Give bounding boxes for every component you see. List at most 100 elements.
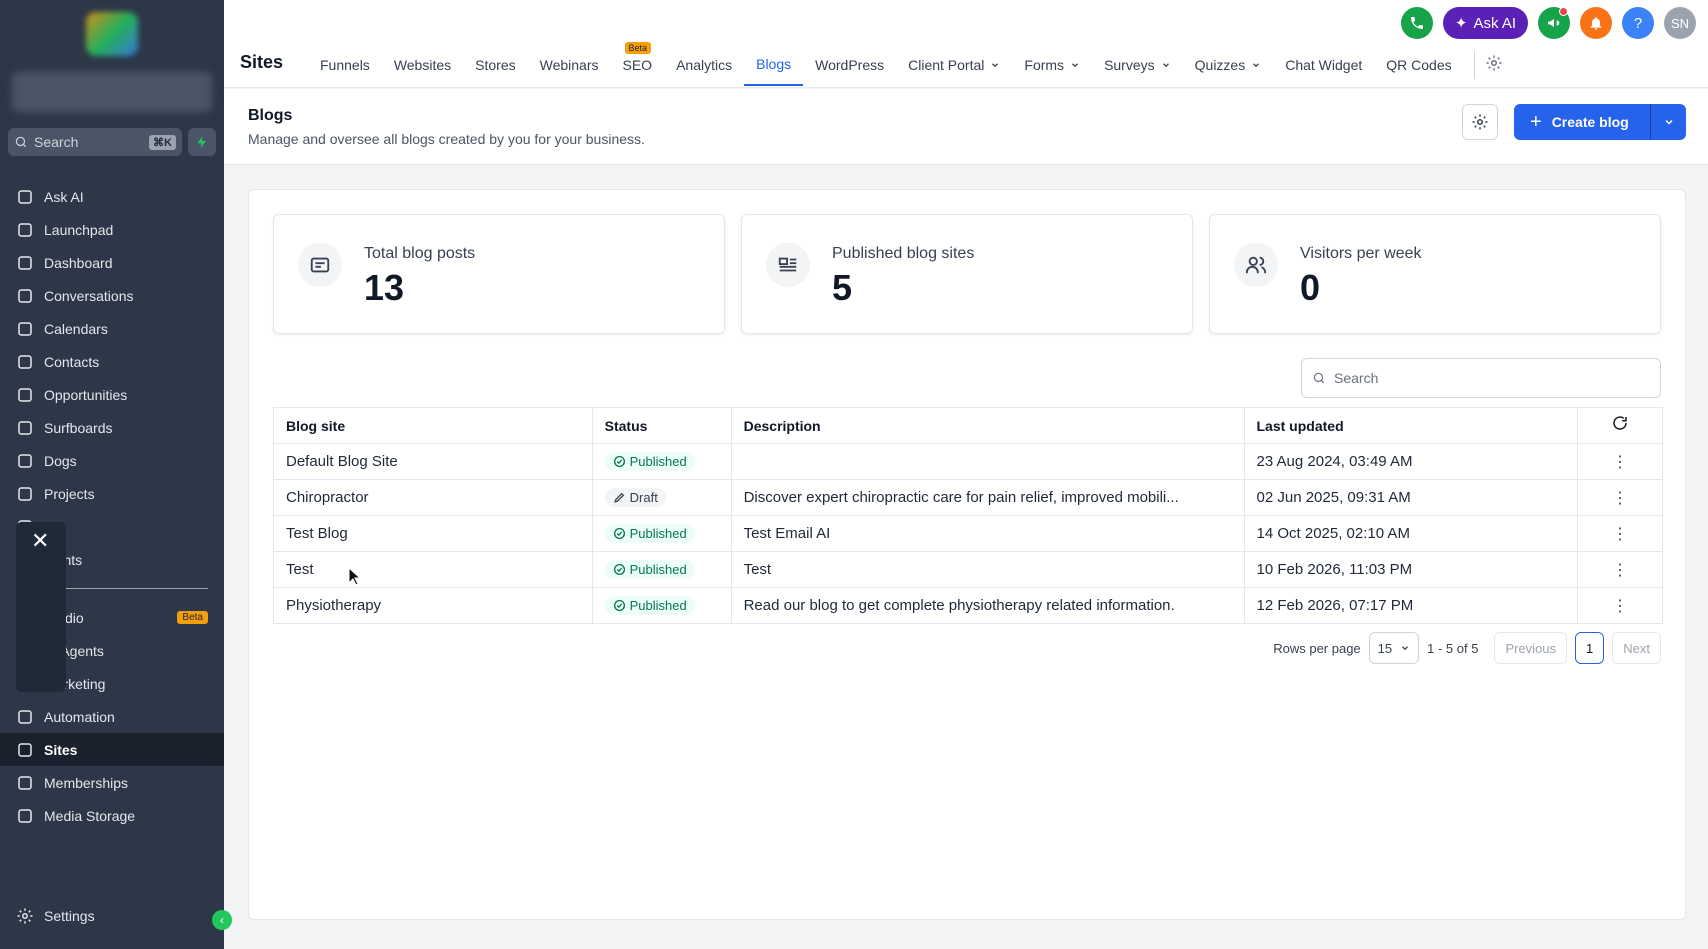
blogs-card: Total blog posts 13 Published blog sites… [248, 189, 1686, 920]
blog-site-cell[interactable]: Chiropractor [273, 479, 593, 516]
dog-icon [18, 453, 32, 468]
help-button[interactable]: ? [1622, 7, 1654, 39]
sidebar-item-media-storage[interactable]: Media Storage [0, 799, 224, 832]
sidebar-item-label: Opportunities [44, 386, 128, 403]
sidebar-item-dashboard[interactable]: Dashboard [0, 246, 224, 279]
description-cell [730, 443, 1245, 480]
account-switcher[interactable] [12, 72, 212, 112]
next-page-button[interactable]: Next [1612, 632, 1661, 664]
status-badge: Published [604, 451, 695, 471]
bolt-icon [197, 136, 207, 148]
mouse-cursor-icon [348, 567, 362, 586]
brand-logo[interactable] [86, 12, 138, 56]
tab-blogs[interactable]: Blogs [744, 44, 804, 86]
table-row[interactable]: Test Published Test 10 Feb 2026, 11:03 P… [273, 551, 1663, 588]
sidebar-item-label: Automation [44, 708, 115, 725]
tab-qr-codes[interactable]: QR Codes [1374, 44, 1463, 86]
table-row[interactable]: Default Blog Site Published 23 Aug 2024,… [273, 443, 1663, 480]
row-actions-button[interactable]: ⋮ [1577, 587, 1663, 624]
rows-per-page-label: Rows per page [1273, 640, 1361, 656]
refresh-columns-button[interactable] [1577, 407, 1663, 444]
sidebar-item-automation[interactable]: Automation [0, 700, 224, 733]
stat-card-published: Published blog sites 5 [741, 214, 1193, 334]
dashboard-icon [18, 255, 32, 270]
tab-surveys[interactable]: Surveys [1092, 44, 1183, 86]
tab-wordpress[interactable]: WordPress [803, 44, 896, 86]
table-row[interactable]: Physiotherapy Published Read our blog to… [273, 587, 1663, 624]
sidebar-item-memberships[interactable]: Memberships [0, 766, 224, 799]
sidebar-item-label: Dogs [44, 452, 77, 469]
tab-label: QR Codes [1386, 57, 1452, 73]
row-actions-button[interactable]: ⋮ [1577, 551, 1663, 588]
notification-dot [1559, 7, 1568, 16]
table-row[interactable]: Test Blog Published Test Email AI 14 Oct… [273, 515, 1663, 552]
sidebar-item-label: Dashboard [44, 254, 113, 271]
media-icon [18, 808, 32, 823]
avatar[interactable]: SN [1664, 7, 1696, 39]
blog-site-cell[interactable]: Test [273, 551, 593, 588]
quick-actions-button[interactable] [188, 128, 216, 156]
tab-label: Stores [475, 57, 516, 73]
row-actions-button[interactable]: ⋮ [1577, 443, 1663, 480]
column-header-blog-site: Blog site [273, 407, 593, 444]
tab-stores[interactable]: Stores [463, 44, 527, 86]
collapse-sidebar-button[interactable]: ‹ [212, 910, 232, 930]
tab-analytics[interactable]: Analytics [664, 44, 744, 86]
notifications-button[interactable] [1580, 7, 1612, 39]
projects-icon [18, 486, 32, 501]
rocket-icon [18, 222, 32, 237]
sidebar-item-label: Sites [44, 741, 78, 758]
rows-per-page-select[interactable]: 15 [1368, 632, 1420, 664]
sidebar-item-dogs[interactable]: Dogs [0, 444, 224, 477]
chevron-down-icon [992, 63, 999, 68]
stat-label: Published blog sites [832, 245, 975, 262]
create-blog-dropdown[interactable] [1650, 104, 1686, 140]
sidebar-item-calendars[interactable]: Calendars [0, 312, 224, 345]
tab-forms[interactable]: Forms [1012, 44, 1092, 86]
sidebar-item-projects[interactable]: Projects [0, 477, 224, 510]
tab-funnels[interactable]: Funnels [308, 44, 382, 86]
opportunities-icon [18, 387, 32, 402]
row-actions-button[interactable]: ⋮ [1577, 515, 1663, 552]
ask-ai-button[interactable]: ✦ Ask AI [1442, 7, 1528, 39]
last-updated-cell: 14 Oct 2025, 02:10 AM [1243, 515, 1579, 552]
tab-client-portal[interactable]: Client Portal [896, 44, 1012, 86]
blog-site-cell[interactable]: Test Blog [273, 515, 593, 552]
phone-button[interactable] [1400, 7, 1433, 39]
sidebar-item-contacts[interactable]: Contacts [0, 345, 224, 378]
tab-chat-widget[interactable]: Chat Widget [1273, 44, 1374, 86]
table-row[interactable]: Chiropractor Draft Discover expert chiro… [273, 479, 1663, 516]
blog-site-cell[interactable]: Physiotherapy [273, 587, 593, 624]
calendar-icon [18, 321, 32, 336]
gear-icon [1486, 55, 1502, 70]
blog-site-cell[interactable]: Default Blog Site [273, 443, 593, 480]
close-icon[interactable]: ✕ [31, 528, 50, 553]
page-1-button[interactable]: 1 [1575, 632, 1605, 664]
tab-label: Forms [1024, 57, 1065, 73]
table-search-input[interactable]: Search [1301, 358, 1661, 398]
sidebar-item-settings[interactable]: Settings [0, 898, 224, 934]
status-label: Published [629, 597, 687, 613]
sidebar-item-surfboards[interactable]: Surfboards [0, 411, 224, 444]
blogs-table: Blog site Status Description Last update… [273, 407, 1663, 624]
tab-quizzes[interactable]: Quizzes [1183, 44, 1274, 86]
sidebar-item-sites[interactable]: Sites [0, 733, 224, 766]
announcements-button[interactable] [1538, 7, 1570, 39]
tab-websites[interactable]: Websites [382, 44, 463, 86]
sidebar-item-ask-ai[interactable]: Ask AI [0, 180, 224, 213]
sidebar-item-label: Media Storage [44, 807, 136, 824]
sites-settings-button[interactable] [1485, 54, 1503, 77]
sidebar-item-launchpad[interactable]: Launchpad [0, 213, 224, 246]
tab-label: Chat Widget [1285, 57, 1363, 73]
sidebar-item-opportunities[interactable]: Opportunities [0, 378, 224, 411]
tab-webinars[interactable]: Webinars [528, 44, 611, 86]
previous-page-button[interactable]: Previous [1494, 632, 1568, 664]
sidebar-item-conversations[interactable]: Conversations [0, 279, 224, 312]
sidebar-search[interactable]: Search ⌘K [8, 128, 182, 156]
blog-settings-button[interactable] [1462, 104, 1498, 140]
tab-seo[interactable]: SEO Beta [611, 42, 665, 86]
row-actions-button[interactable]: ⋮ [1577, 479, 1663, 516]
search-icon [15, 136, 27, 148]
tab-label: Quizzes [1194, 57, 1246, 73]
create-blog-button[interactable]: + Create blog [1514, 104, 1686, 140]
